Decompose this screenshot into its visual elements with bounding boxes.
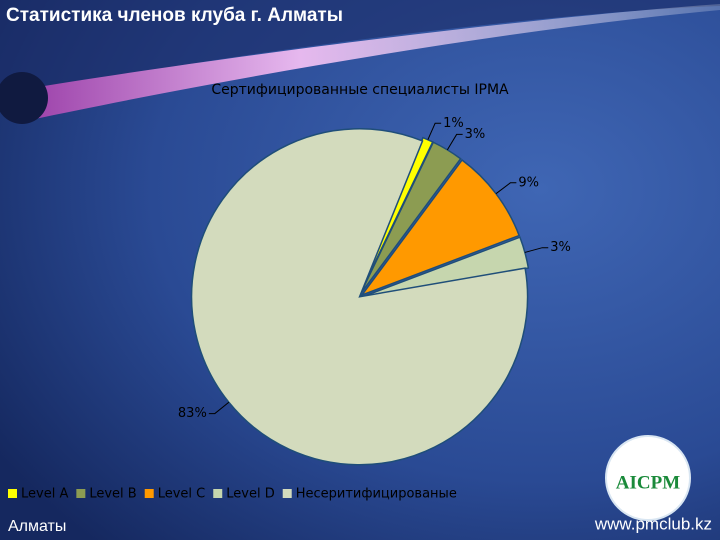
- leader-line: [427, 122, 442, 140]
- chart-title: Сертифицированные специалисты IPMA: [211, 82, 509, 98]
- data-label: 3%: [465, 127, 486, 142]
- legend-swatch: [213, 489, 223, 498]
- legend: Level A Level B Level C Level D Несеритифици…: [8, 487, 457, 502]
- data-label: 9%: [518, 175, 539, 190]
- leader-line: [524, 247, 549, 253]
- logo-circle: [605, 435, 691, 521]
- legend-label: Level C: [158, 487, 206, 502]
- pie: 1%3%9%3%83%: [178, 116, 571, 466]
- legend-label: Level D: [226, 487, 274, 502]
- leader-line: [495, 182, 517, 195]
- logo-text: AICPM: [616, 472, 680, 493]
- data-label: 83%: [178, 406, 207, 421]
- slide-title: Статистика членов клуба г. Алматы: [6, 5, 343, 26]
- legend-swatch: [76, 489, 86, 498]
- legend-label: Несеритифицированые: [296, 487, 457, 502]
- leader-line: [208, 401, 230, 415]
- top-band: [0, 0, 720, 100]
- swoosh: [20, 4, 720, 120]
- footer-city: Алматы: [8, 518, 66, 535]
- legend-swatch: [8, 489, 17, 498]
- legend-label: Level B: [89, 487, 136, 502]
- pie-slice: [359, 158, 521, 297]
- leader-line: [446, 133, 463, 151]
- data-label: 3%: [550, 240, 571, 255]
- footer-url: www.pmclub.kz: [594, 514, 712, 533]
- legend-label: Level A: [21, 487, 68, 502]
- pie-slice: [190, 127, 529, 466]
- data-label: 1%: [443, 116, 464, 131]
- legend-swatch: [282, 489, 292, 498]
- legend-swatch: [144, 489, 154, 498]
- swoosh-end: [0, 72, 48, 124]
